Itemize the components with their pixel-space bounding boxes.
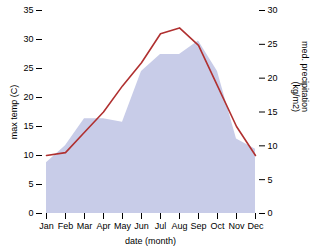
svg-text:5: 5	[28, 179, 33, 189]
svg-text:15: 15	[23, 121, 33, 131]
svg-text:Aug: Aug	[171, 221, 187, 231]
svg-text:Jan: Jan	[39, 221, 54, 231]
svg-text:Oct: Oct	[210, 221, 225, 231]
svg-text:0: 0	[268, 208, 273, 218]
svg-text:25: 25	[268, 39, 278, 49]
svg-text:max temp (C): max temp (C)	[9, 85, 19, 140]
svg-text:5: 5	[268, 175, 273, 185]
svg-text:30: 30	[23, 34, 33, 44]
svg-text:Nov: Nov	[228, 221, 245, 231]
svg-text:30: 30	[268, 5, 278, 15]
svg-text:Feb: Feb	[58, 221, 74, 231]
svg-text:35: 35	[23, 5, 33, 15]
svg-text:Mar: Mar	[77, 221, 93, 231]
svg-text:Dec: Dec	[247, 221, 264, 231]
svg-text:20: 20	[23, 92, 33, 102]
svg-text:Jun: Jun	[134, 221, 149, 231]
svg-text:date (month): date (month)	[125, 236, 176, 246]
svg-text:Sep: Sep	[190, 221, 206, 231]
svg-text:May: May	[114, 221, 132, 231]
svg-text:15: 15	[268, 107, 278, 117]
svg-text:med. precipitation(kg/m2): med. precipitation(kg/m2)	[291, 41, 310, 112]
svg-text:20: 20	[268, 73, 278, 83]
svg-text:Apr: Apr	[96, 221, 110, 231]
svg-text:10: 10	[268, 141, 278, 151]
svg-text:0: 0	[28, 208, 33, 218]
svg-text:10: 10	[23, 150, 33, 160]
svg-text:Jul: Jul	[155, 221, 167, 231]
svg-text:25: 25	[23, 63, 33, 73]
